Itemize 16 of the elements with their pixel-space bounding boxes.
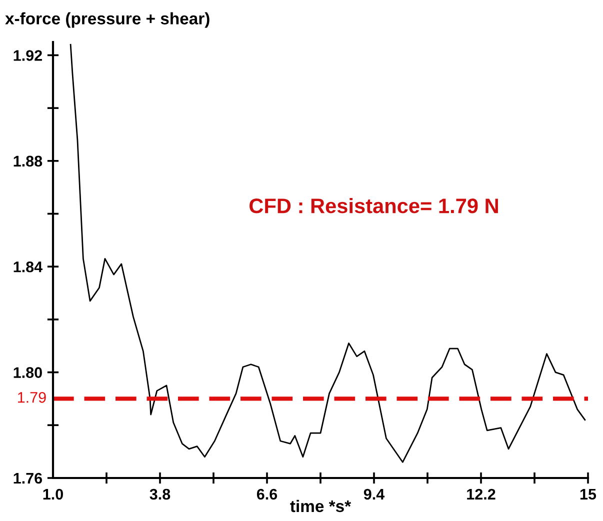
y-tick-label: 1.88: [14, 156, 42, 167]
ref-line-label: 1.79: [18, 392, 46, 403]
y-tick-label: 1.80: [14, 367, 42, 378]
x-tick-label: 1.0: [43, 488, 63, 500]
x-tick-label: 6.6: [256, 488, 278, 500]
x-axis-title: time *s*: [290, 500, 352, 512]
x-tick-label: 3.8: [150, 488, 170, 500]
x-tick-label: 15: [580, 488, 596, 500]
y-axis-title: x-force (pressure + shear): [5, 12, 210, 28]
y-tick-label: 1.84: [14, 261, 43, 272]
y-tick-label: 1.92: [14, 50, 42, 61]
annotation: CFD : Resistance= 1.79 N: [250, 198, 498, 214]
y-tick-label: 1.76: [14, 472, 42, 484]
x-tick-label: 9.4: [364, 488, 385, 500]
x-tick-label: 12.2: [467, 488, 496, 500]
line-series: [70, 44, 586, 463]
